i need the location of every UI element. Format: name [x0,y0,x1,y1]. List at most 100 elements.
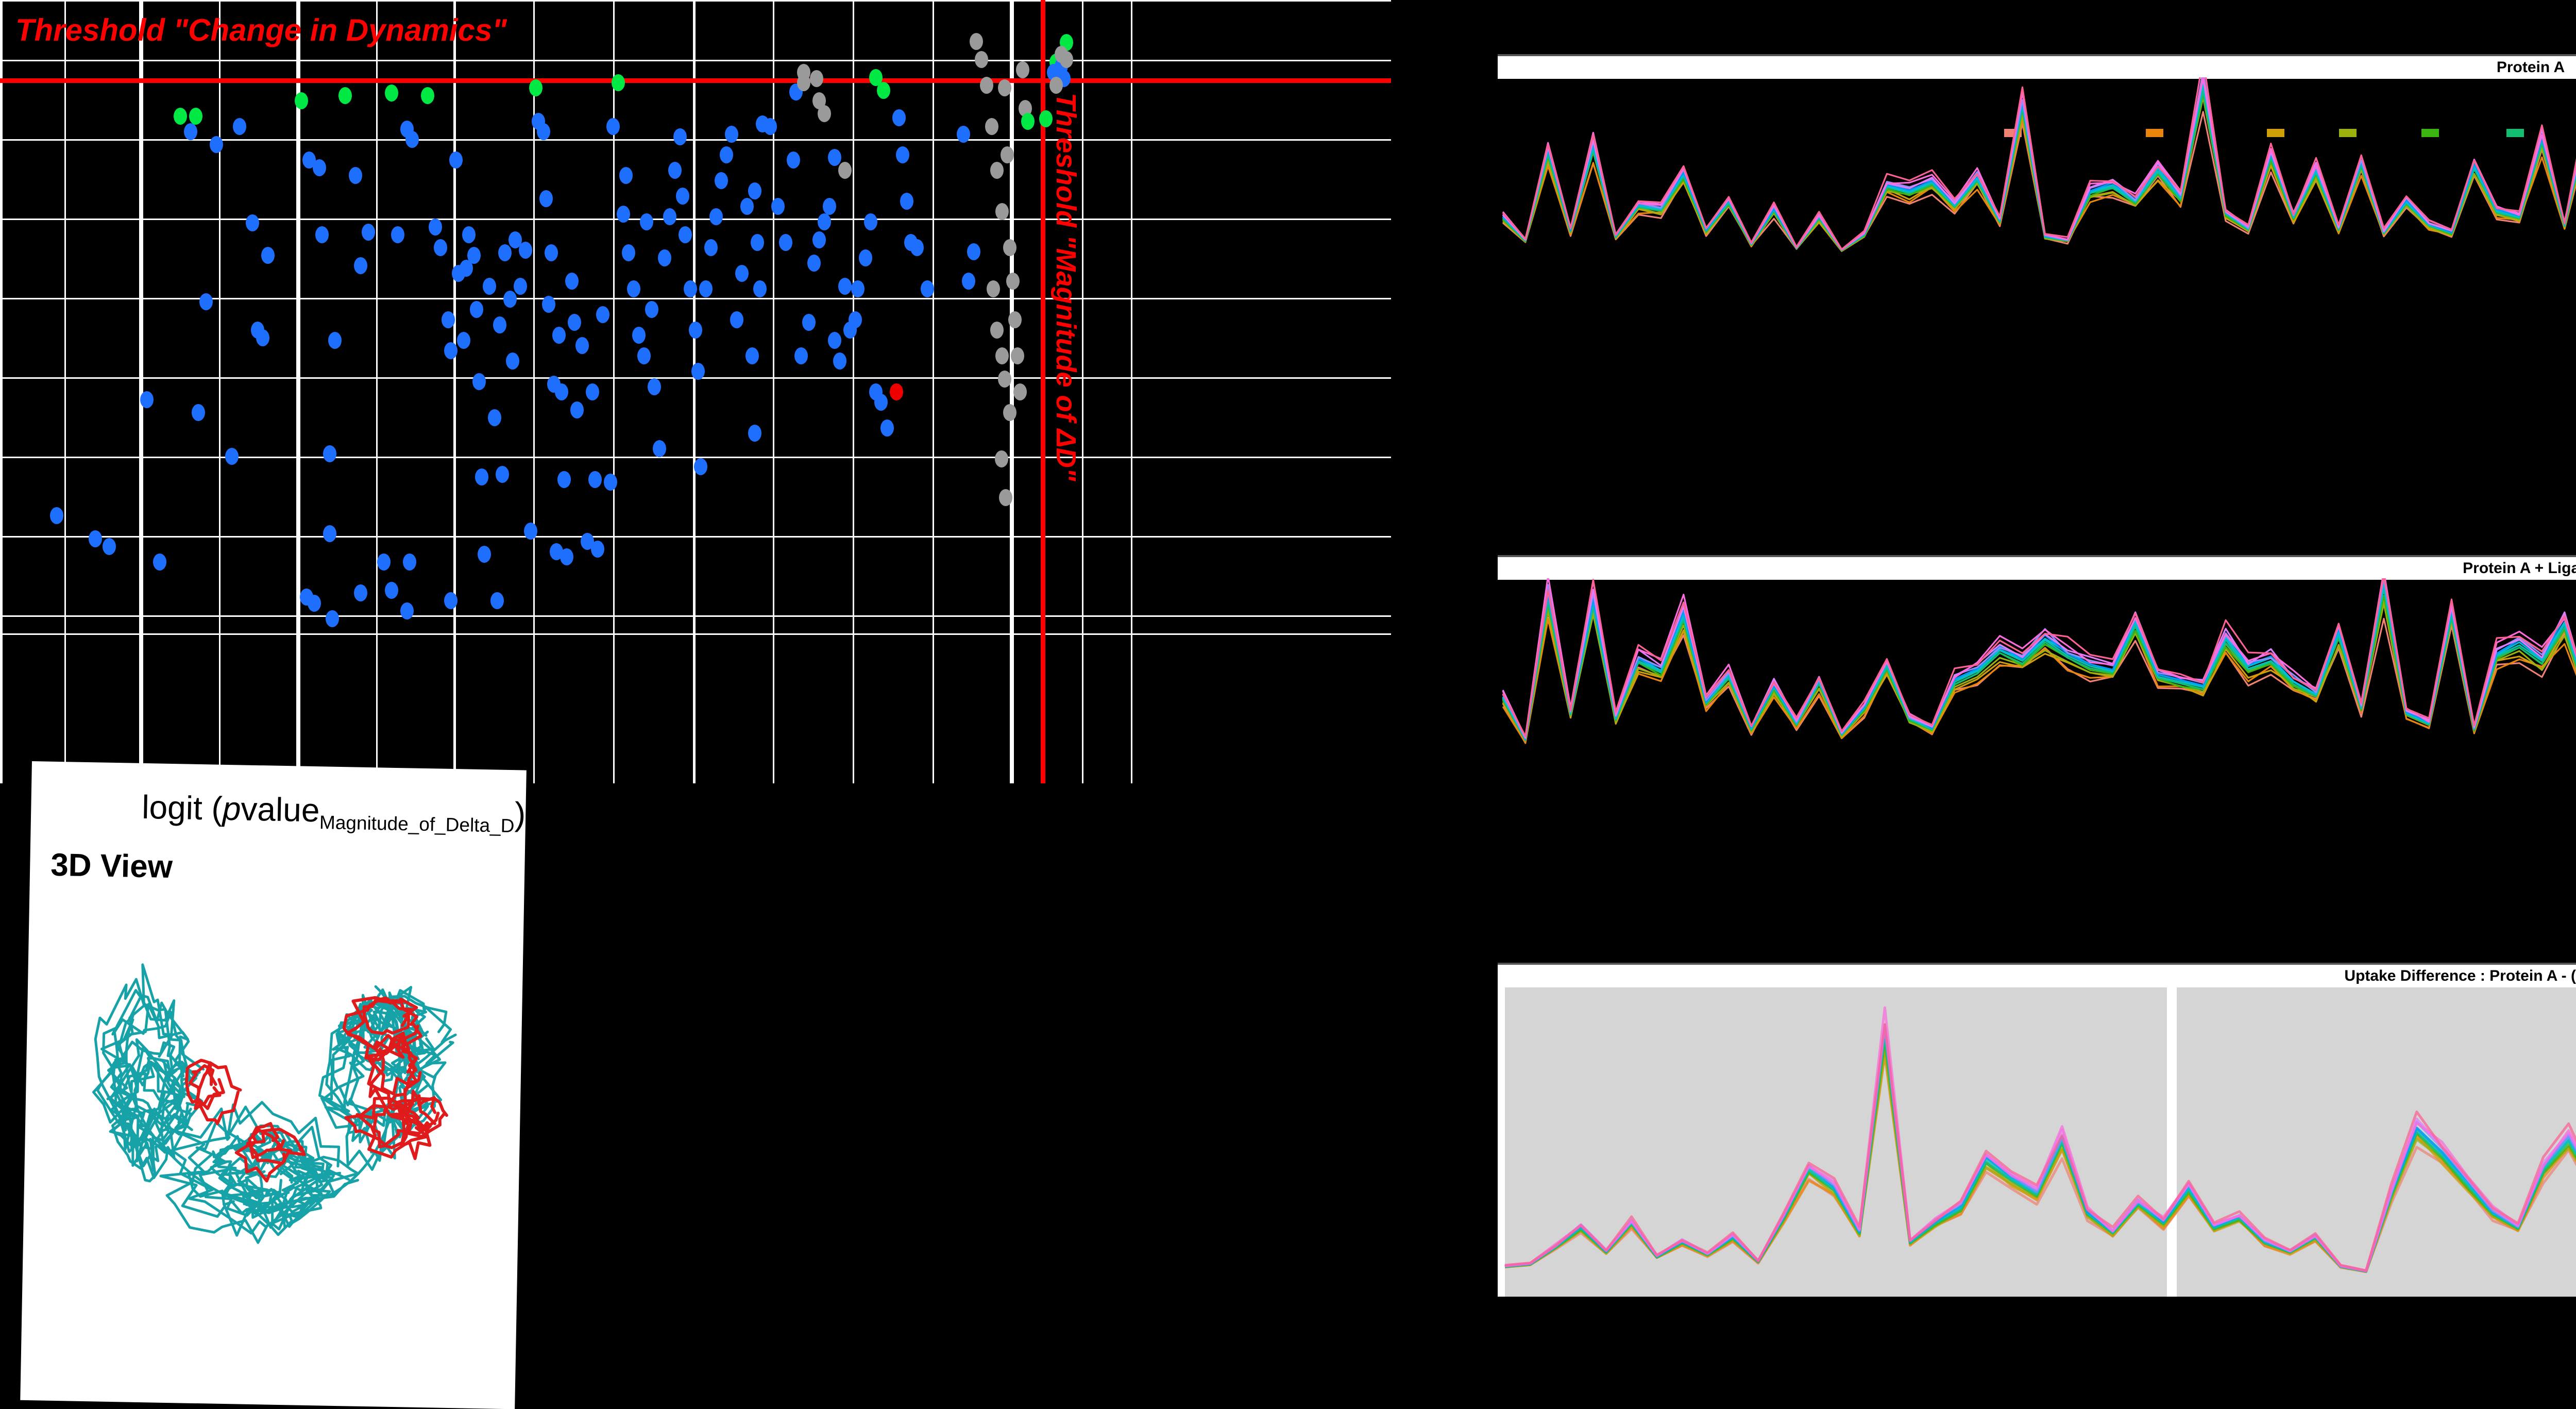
volcano-point-blue[interactable] [377,553,391,571]
volcano-point-blue[interactable] [807,255,821,272]
volcano-point-blue[interactable] [519,242,532,259]
volcano-point-blue[interactable] [483,278,496,295]
volcano-point-blue[interactable] [694,458,707,475]
volcano-point-blue[interactable] [771,198,785,215]
volcano-point-blue[interactable] [896,146,909,163]
volcano-point-blue[interactable] [555,383,568,400]
volcano-point-blue[interactable] [210,136,223,153]
volcano-point-green[interactable] [421,87,434,104]
legend-swatch[interactable] [2506,129,2524,137]
volcano-point-blue[interactable] [354,584,367,601]
volcano-point-blue[interactable] [735,265,749,282]
volcano-point-blue[interactable] [622,244,635,261]
volcano-point-green[interactable] [295,92,308,109]
volcano-point-blue[interactable] [604,474,617,491]
volcano-point-blue[interactable] [493,316,506,333]
volcano-point-blue[interactable] [50,507,63,524]
volcano-point-blue[interactable] [488,409,501,426]
volcano-point-blue[interactable] [496,466,509,483]
volcano-point-green[interactable] [338,87,352,104]
volcano-point-grey[interactable] [1001,146,1014,163]
volcano-point-green[interactable] [174,108,187,125]
volcano-point-grey[interactable] [998,371,1011,388]
volcano-point-grey[interactable] [987,280,1000,297]
volcano-point-blue[interactable] [362,224,375,241]
trace-chart-protein-a-ligand[interactable] [1498,578,2576,764]
volcano-point-blue[interactable] [828,332,841,349]
volcano-point-grey[interactable] [975,51,988,68]
volcano-point-blue[interactable] [470,301,483,318]
volcano-point-grey[interactable] [995,450,1008,467]
volcano-point-blue[interactable] [663,208,676,225]
volcano-point-blue[interactable] [588,471,602,488]
volcano-point-blue[interactable] [192,404,205,421]
volcano-point-blue[interactable] [444,342,457,359]
volcano-point-blue[interactable] [570,401,584,418]
volcano-point-grey[interactable] [810,70,823,87]
volcano-point-blue[interactable] [910,239,924,256]
volcano-point-blue[interactable] [967,243,980,260]
volcano-point-blue[interactable] [689,322,702,339]
volcano-point-blue[interactable] [591,541,604,558]
volcano-point-blue[interactable] [449,152,463,169]
volcano-point-blue[interactable] [764,118,777,135]
volcano-point-blue[interactable] [849,311,862,328]
volcano-point-blue[interactable] [864,213,877,230]
volcano-point-blue[interactable] [462,226,476,243]
volcano-point-blue[interactable] [568,314,581,331]
volcano-point-grey[interactable] [1049,77,1063,94]
volcano-point-grey[interactable] [1008,311,1022,328]
volcano-point-blue[interactable] [838,278,852,295]
volcano-point-blue[interactable] [472,373,486,390]
volcano-point-blue[interactable] [199,293,213,310]
volcano-point-blue[interactable] [349,167,362,184]
volcano-point-blue[interactable] [442,311,455,328]
uptake-difference-plot-area[interactable] [1498,987,2576,1297]
volcano-point-blue[interactable] [328,332,342,349]
volcano-point-blue[interactable] [833,353,846,370]
volcano-point-green[interactable] [1039,110,1053,127]
volcano-point-grey[interactable] [990,322,1004,339]
legend-swatch[interactable] [2421,129,2439,137]
volcano-point-green[interactable] [612,74,625,91]
legend-swatch[interactable] [2146,129,2163,137]
volcano-point-blue[interactable] [679,226,692,243]
volcano-point-blue[interactable] [103,538,116,555]
volcano-point-green[interactable] [877,82,890,99]
volcano-point-blue[interactable] [921,280,934,297]
timepoint-legend[interactable] [1499,129,2576,142]
volcano-point-green[interactable] [1021,113,1035,130]
volcano-point-blue[interactable] [478,546,491,563]
volcano-point-grey[interactable] [838,162,852,179]
volcano-point-blue[interactable] [637,347,651,364]
volcano-point-blue[interactable] [645,301,658,318]
volcano-point-blue[interactable] [812,231,826,248]
volcano-point-blue[interactable] [405,131,419,148]
volcano-point-blue[interactable] [503,291,517,308]
volcano-point-blue[interactable] [794,347,808,364]
volcano-point-grey[interactable] [990,162,1004,179]
volcano-point-blue[interactable] [874,394,888,411]
volcano-point-blue[interactable] [490,592,504,609]
volcano-point-grey[interactable] [995,203,1009,220]
volcano-point-blue[interactable] [313,159,326,176]
volcano-point-blue[interactable] [552,327,566,344]
volcano-point-blue[interactable] [632,327,646,344]
trace-chart-protein-a[interactable] [1498,77,2576,263]
volcano-point-blue[interactable] [475,468,488,485]
volcano-point-blue[interactable] [962,273,975,290]
volcano-point-blue[interactable] [300,589,313,606]
volcano-point-blue[interactable] [498,244,512,261]
volcano-point-blue[interactable] [617,206,630,223]
volcano-point-blue[interactable] [828,149,841,166]
volcano-point-blue[interactable] [748,182,761,199]
volcano-point-blue[interactable] [668,162,682,179]
volcano-point-grey[interactable] [1003,404,1016,421]
volcano-point-blue[interactable] [851,280,865,297]
volcano-point-blue[interactable] [823,198,836,215]
volcano-point-blue[interactable] [400,602,414,619]
legend-swatch[interactable] [2267,129,2284,137]
protein-cartoon-structure[interactable] [51,896,501,1265]
volcano-point-blue[interactable] [787,152,800,169]
volcano-point-blue[interactable] [542,296,555,313]
